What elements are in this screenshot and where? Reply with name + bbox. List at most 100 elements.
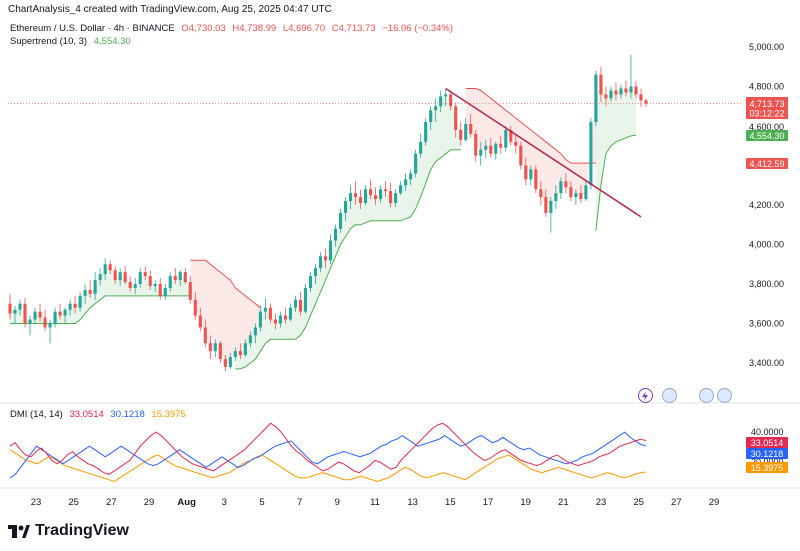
countdown-label: 03:12:22 xyxy=(749,109,784,119)
candle-body xyxy=(193,299,197,316)
candle-body xyxy=(474,133,478,156)
candle-body xyxy=(68,303,72,310)
supertrend-down-fill xyxy=(190,260,261,363)
red-level-label: 4,412.59 xyxy=(749,159,784,169)
candle-body xyxy=(308,276,313,288)
time-tick-label: 3 xyxy=(222,497,227,508)
price-tick-label: 4,800.00 xyxy=(749,82,784,92)
candle-body xyxy=(394,193,398,204)
candle-body xyxy=(434,106,438,111)
candle-body xyxy=(263,307,267,312)
flash-event-icon[interactable] xyxy=(638,388,653,403)
dmi-adx-tag: 15.3975 xyxy=(746,462,788,473)
dmi-adx-value: 15.3975 xyxy=(151,409,186,420)
candle-body xyxy=(213,343,217,352)
us-flag-event-icon-3[interactable] xyxy=(717,388,732,403)
candle-body xyxy=(444,94,448,97)
candle-body xyxy=(519,145,523,166)
candle-body xyxy=(233,351,237,358)
time-tick-label: 23 xyxy=(596,497,607,508)
time-tick-label: 21 xyxy=(558,497,569,508)
time-tick-label: 19 xyxy=(520,497,531,508)
candle-body xyxy=(369,189,373,196)
candle-body xyxy=(138,272,142,284)
candle-body xyxy=(93,280,97,294)
time-tick-label: 5 xyxy=(259,497,264,508)
time-axis: 23 25 27 29 Aug 3 5 7 9 11 13 15 17 19 21 23 25 27 29 xyxy=(31,497,720,508)
ohlc-low: L4,696.70 xyxy=(282,23,326,34)
price-tick-label: 3,400.00 xyxy=(749,358,784,368)
candle-body xyxy=(504,129,508,148)
candle-body xyxy=(148,276,152,286)
candle-body xyxy=(539,189,543,198)
candle-body xyxy=(379,189,383,200)
candle-body xyxy=(479,149,483,156)
candle-body xyxy=(98,274,102,281)
candle-body xyxy=(208,343,212,352)
candle-body xyxy=(574,193,578,198)
candle-body xyxy=(293,299,298,308)
candle-body xyxy=(273,319,277,324)
candle-body xyxy=(389,191,393,204)
dmi-name[interactable]: DMI (14, 14) xyxy=(10,409,63,420)
candle-body xyxy=(599,74,603,95)
candle-body xyxy=(439,96,443,107)
candle-body xyxy=(318,256,323,269)
dmi-plus-di-line xyxy=(9,422,647,475)
supertrend-up-fill xyxy=(595,84,636,231)
candle-body xyxy=(559,181,563,194)
dmi-minus-value: 30.1218 xyxy=(110,409,145,420)
ohlc-close: C4,713.73 xyxy=(331,23,376,34)
candle-body xyxy=(133,284,137,288)
candle-body xyxy=(524,165,528,180)
candle-body xyxy=(424,122,428,142)
candle-body xyxy=(499,143,503,148)
candle-body xyxy=(53,311,57,324)
candle-body xyxy=(509,129,513,142)
supertrend-value: 4,554.30 xyxy=(93,36,131,47)
time-tick-label: 25 xyxy=(68,497,79,508)
candle-body xyxy=(218,343,222,360)
candle-body xyxy=(484,145,488,150)
supertrend-name[interactable]: Supertrend (10, 3) xyxy=(10,36,88,47)
candle-body xyxy=(544,197,548,213)
us-flag-event-icon[interactable] xyxy=(662,388,677,403)
candle-body xyxy=(23,303,27,324)
candle-body xyxy=(404,179,408,186)
tradingview-logo[interactable]: TradingView xyxy=(8,522,129,540)
candle-body xyxy=(8,303,12,314)
candle-body xyxy=(18,303,22,310)
dmi-plus-value: 33.0514 xyxy=(69,409,104,420)
grid xyxy=(0,402,800,489)
dmi-tick-40: 40.0000 xyxy=(751,427,784,437)
ohlc-open: O4,730.03 xyxy=(181,23,226,34)
supertrend-up-line xyxy=(235,149,461,370)
candle-body xyxy=(414,153,418,174)
candle-body xyxy=(163,287,167,296)
time-tick-label: Aug xyxy=(177,497,196,508)
last-price-tag: 4,713.73 03:12:22 xyxy=(746,97,788,119)
candle-body xyxy=(203,327,207,344)
us-flag-event-icon-2[interactable] xyxy=(699,388,714,403)
supertrend-up-fill xyxy=(10,267,191,326)
supertrend-layer xyxy=(10,84,637,370)
candle-body xyxy=(243,343,247,356)
candle-body xyxy=(353,193,358,198)
candle-body xyxy=(624,88,628,93)
candle-body xyxy=(278,315,282,324)
time-tick-label: 29 xyxy=(144,497,155,508)
candle-body xyxy=(589,122,593,186)
candles-layer xyxy=(8,54,648,371)
candle-body xyxy=(43,317,47,328)
supertrend-down-line xyxy=(465,88,596,164)
candle-body xyxy=(83,289,87,296)
time-tick-label: 29 xyxy=(709,497,720,508)
candle-body xyxy=(554,193,558,202)
symbol-name[interactable]: Ethereum / U.S. Dollar · 4h · BINANCE xyxy=(10,23,175,34)
candle-body xyxy=(118,272,122,281)
candle-body xyxy=(173,276,177,281)
candle-body xyxy=(429,110,433,123)
red-level-tag: 4,412.59 xyxy=(746,158,788,169)
candle-body xyxy=(108,264,112,271)
